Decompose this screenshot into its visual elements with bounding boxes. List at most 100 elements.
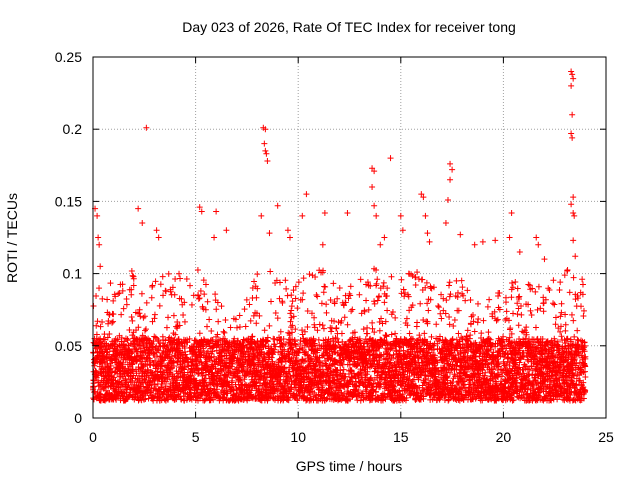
data-point-2320 <box>283 285 290 292</box>
data-point-2471 <box>295 279 302 286</box>
data-point-491 <box>129 272 136 279</box>
data-point-2369 <box>287 310 294 317</box>
data-point-261 <box>111 374 118 381</box>
data-point-739 <box>149 282 156 289</box>
data-point-3371 <box>371 300 378 307</box>
data-point-1168 <box>186 386 193 393</box>
data-point-4136 <box>435 303 442 310</box>
data-point-373 <box>119 287 126 294</box>
data-point-4957 <box>503 308 510 315</box>
data-point-3048 <box>344 321 351 328</box>
data-point-4270 <box>446 314 453 321</box>
data-point-1175 <box>186 282 193 289</box>
data-point-1047 <box>176 270 183 277</box>
data-point-189 <box>105 317 112 324</box>
data-point-982 <box>170 362 177 369</box>
chart-title: Day 023 of 2026, Rate Of TEC Index for r… <box>182 19 516 35</box>
data-point-729 <box>148 294 155 301</box>
data-point-475 <box>128 350 135 357</box>
data-point-750 <box>150 338 157 345</box>
data-point-474 <box>128 291 135 298</box>
data-point-1844 <box>243 296 250 303</box>
data-point-4240 <box>443 297 450 304</box>
data-points <box>90 68 589 404</box>
data-point-4148 <box>435 304 442 311</box>
data-point-2851 <box>328 328 335 335</box>
data-point-660 <box>143 326 150 333</box>
data-point-3947 <box>419 276 426 283</box>
data-point-490 <box>129 349 136 356</box>
data-point-375 <box>119 359 126 366</box>
data-point-669 <box>143 299 150 306</box>
data-point-3566 <box>388 273 395 280</box>
data-point-506 <box>130 282 137 289</box>
data-point-893 <box>163 378 170 385</box>
data-point-2788 <box>323 301 330 308</box>
data-point-196 <box>106 331 113 338</box>
data-point-614 <box>138 290 145 297</box>
data-point-88 <box>97 391 104 398</box>
data-point-1981 <box>254 271 261 278</box>
data-point-483 <box>128 361 135 368</box>
data-point-1400 <box>206 316 213 323</box>
data-point-4322 <box>450 322 457 329</box>
data-point-3424 <box>376 293 383 300</box>
data-point-2692 <box>314 327 321 334</box>
data-point-1068 <box>177 388 184 395</box>
data-point-447 <box>125 366 132 373</box>
data-point-925 <box>165 270 172 277</box>
data-point-1111 <box>181 371 188 378</box>
data-point-2740 <box>318 300 325 307</box>
data-point-250 <box>110 297 117 304</box>
data-point-722 <box>148 389 155 396</box>
data-point-451 <box>126 392 133 399</box>
data-point-4680 <box>480 317 487 324</box>
data-point-2717 <box>316 321 323 328</box>
data-point-2790 <box>323 309 330 316</box>
data-point-1109 <box>181 363 188 370</box>
data-point-3513 <box>384 307 391 314</box>
data-point-511 <box>130 275 137 282</box>
data-point-418 <box>123 296 130 303</box>
data-point-2397 <box>289 298 296 305</box>
data-point-2206 <box>272 309 279 316</box>
data-point-2456 <box>294 305 301 312</box>
data-point-650 <box>141 313 148 320</box>
data-point-1117 <box>182 348 189 355</box>
data-point-2665 <box>311 324 318 331</box>
data-point-858 <box>159 273 166 280</box>
data-point-994 <box>171 291 178 298</box>
data-point-763 <box>151 311 158 318</box>
data-point-2527 <box>300 275 307 282</box>
data-point-1289 <box>196 330 203 337</box>
data-point-1198 <box>188 301 195 308</box>
data-point-472 <box>128 286 135 293</box>
data-point-411 <box>122 356 129 363</box>
data-point-147 <box>102 397 109 404</box>
data-point-2138 <box>267 268 274 275</box>
data-point-2524 <box>300 290 307 297</box>
data-point-3872 <box>412 281 419 288</box>
data-point-1024 <box>174 319 181 326</box>
data-point-2874 <box>330 280 337 287</box>
data-point-4736 <box>484 303 491 310</box>
data-point-1026 <box>174 358 181 365</box>
data-point-310 <box>114 336 121 343</box>
data-point-316 <box>115 290 122 297</box>
data-point-167 <box>103 391 110 398</box>
data-point-4161 <box>437 310 444 317</box>
data-point-1302 <box>197 287 204 294</box>
data-point-431 <box>124 336 131 343</box>
data-point-4751 <box>486 296 493 303</box>
data-point-1759 <box>236 312 243 319</box>
data-point-4742 <box>485 329 492 336</box>
data-point-139 <box>101 384 108 391</box>
data-point-1564 <box>220 328 227 335</box>
data-point-740 <box>149 318 156 325</box>
data-point-984 <box>170 312 177 319</box>
data-point-1968 <box>253 320 260 327</box>
data-point-844 <box>158 373 165 380</box>
data-point-1383 <box>204 298 211 305</box>
data-point-2985 <box>338 330 345 337</box>
data-point-2263 <box>277 328 284 335</box>
